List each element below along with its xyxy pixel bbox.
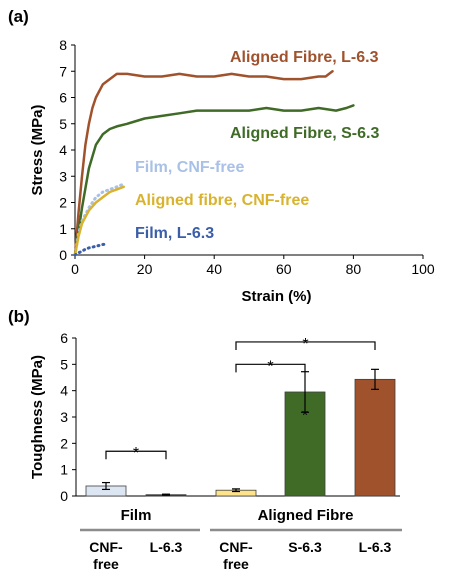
category-label-1: L-6.3 [150, 539, 183, 555]
y-tick-label-a: 3 [59, 168, 67, 184]
y-tick-label-b: 4 [60, 383, 68, 399]
x-axis-title-a: Strain (%) [241, 288, 311, 305]
category-label-0: free [93, 556, 119, 572]
category-label-2: free [223, 556, 249, 572]
y-tick-label-a: 2 [59, 195, 67, 211]
x-tick-label-a: 80 [346, 261, 362, 277]
x-tick-label-a: 20 [137, 261, 153, 277]
series-label-4: Film, L-6.3 [135, 225, 214, 242]
y-tick-label-a: 1 [59, 221, 67, 237]
series-line-4 [73, 242, 108, 257]
x-tick-label-a: 100 [411, 261, 435, 277]
significance-star-1: * [267, 358, 273, 375]
y-tick-label-b: 6 [60, 330, 68, 346]
y-tick-label-b: 2 [60, 435, 68, 451]
significance-star-0: * [133, 445, 139, 462]
y-axis-title-a: Stress (MPa) [29, 105, 46, 196]
y-tick-label-b: 0 [60, 488, 68, 504]
group-label-1: Aligned Fibre [258, 507, 354, 524]
y-tick-label-a: 4 [59, 142, 67, 158]
significance-star-2: * [302, 336, 308, 353]
y-tick-label-a: 8 [59, 37, 67, 53]
y-tick-label-a: 7 [59, 63, 67, 79]
y-tick-label-a: 0 [59, 247, 67, 263]
y-tick-label-a: 5 [59, 116, 67, 132]
x-tick-label-a: 60 [276, 261, 292, 277]
panel-label-b: (b) [8, 307, 30, 326]
bar-mark-star-0: * [302, 407, 308, 424]
group-label-0: Film [121, 507, 152, 524]
significance-bracket-2 [235, 341, 376, 350]
bar-4 [354, 378, 396, 497]
panel-label-a: (a) [8, 7, 29, 26]
significance-bracket-0 [105, 450, 167, 460]
category-label-0: CNF- [89, 539, 123, 555]
category-label-4: L-6.3 [359, 539, 392, 555]
y-tick-label-a: 6 [59, 90, 67, 106]
series-line-0 [73, 70, 334, 257]
x-tick-label-a: 40 [206, 261, 222, 277]
series-label-2: Film, CNF-free [135, 159, 244, 176]
series-label-1: Aligned Fibre, S-6.3 [230, 125, 379, 142]
y-tick-label-b: 3 [60, 409, 68, 425]
y-axis-title-b: Toughness (MPa) [29, 355, 46, 479]
y-tick-label-b: 1 [60, 462, 68, 478]
category-label-2: CNF- [219, 539, 253, 555]
x-tick-label-a: 0 [71, 261, 79, 277]
series-label-3: Aligned fibre, CNF-free [135, 192, 309, 209]
category-label-3: S-6.3 [288, 539, 322, 555]
series-label-0: Aligned Fibre, L-6.3 [230, 49, 379, 66]
series-line-1 [73, 104, 355, 257]
y-tick-label-b: 5 [60, 356, 68, 372]
series-line-3 [73, 185, 125, 257]
significance-bracket-1 [235, 363, 306, 373]
